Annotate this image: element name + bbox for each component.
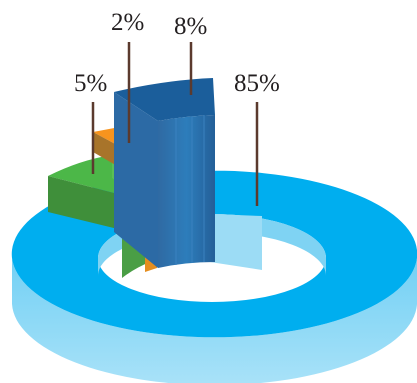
slice-8-percent: [114, 78, 215, 268]
label-2: 2%: [111, 9, 144, 36]
slice-8-inner-side: [158, 115, 215, 268]
label-85: 85%: [234, 70, 280, 97]
slice-8-front: [114, 92, 158, 268]
slice-5-outer-side: [48, 176, 122, 230]
slice-85-inner-highlight: [210, 214, 262, 270]
label-8: 8%: [174, 13, 207, 40]
label-5: 5%: [74, 70, 107, 97]
slice-85-side: [12, 250, 417, 383]
